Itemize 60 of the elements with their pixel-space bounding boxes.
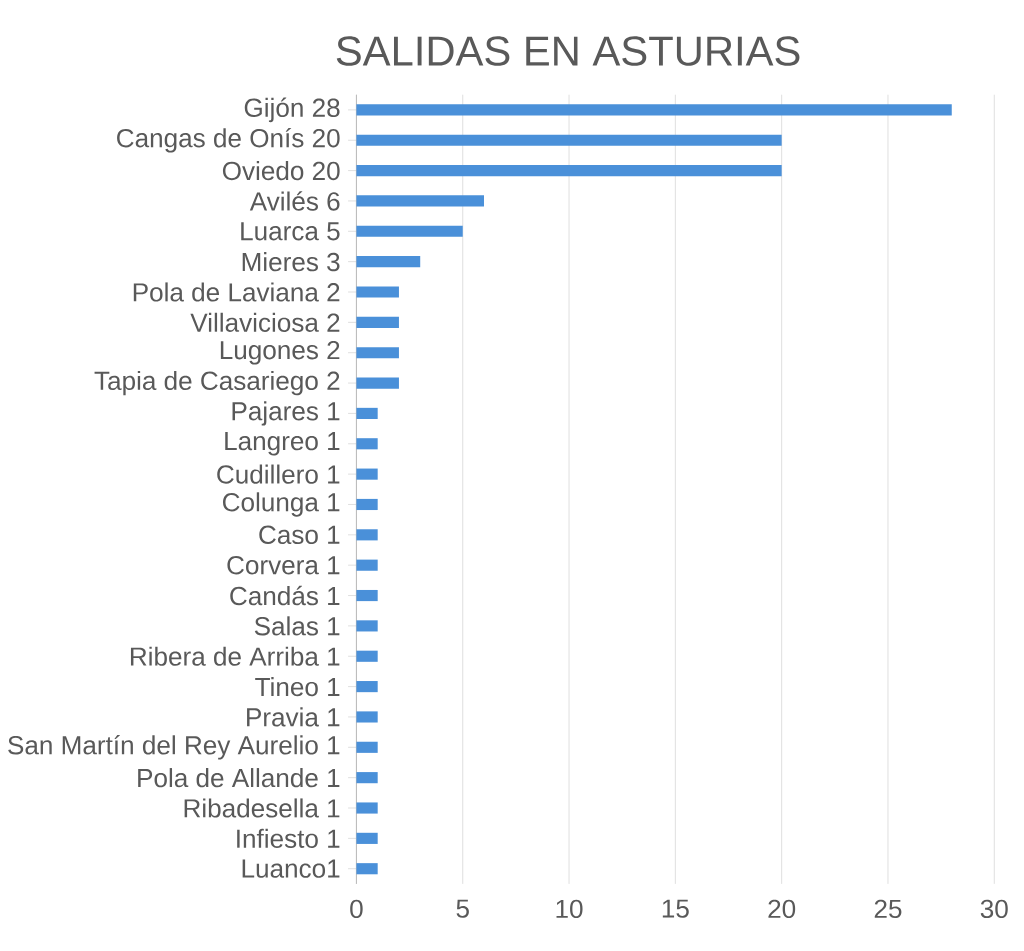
- y-tick-label: Gijón 28: [244, 97, 340, 123]
- bar: [356, 165, 782, 177]
- y-tick-label: Luanco1: [242, 859, 340, 878]
- bar: [356, 529, 378, 541]
- x-tick-label: 25: [874, 899, 902, 919]
- y-tick-label: San Martín del Rey Aurelio 1: [8, 735, 340, 760]
- y-tick-label: Caso 1: [259, 525, 340, 545]
- bar: [356, 741, 378, 753]
- y-tick-label: Langreo 1: [225, 432, 340, 456]
- bar: [356, 377, 399, 389]
- y-tick-label: Salas 1: [254, 616, 340, 636]
- y-tick-label: Tapia de Casariego 2: [94, 371, 340, 396]
- bar: [356, 256, 421, 268]
- x-tick-label: 10: [556, 899, 583, 919]
- y-tick-label: Pravia 1: [247, 707, 340, 727]
- bar: [356, 772, 378, 784]
- bar: [356, 832, 378, 845]
- bar: [356, 499, 378, 511]
- y-tick-label: Tineo 1: [255, 677, 340, 697]
- bar: [356, 347, 399, 359]
- bar: [356, 559, 378, 571]
- bar: [356, 286, 399, 298]
- chart-title: SALIDAS EN ASTURIAS: [336, 36, 800, 66]
- bar: [356, 134, 782, 146]
- y-tick-label: Luarca 5: [241, 222, 340, 241]
- y-tick-label: Pola de Allande 1: [138, 768, 340, 788]
- bar: [356, 195, 484, 207]
- y-tick-label: Villaviciosa 2: [190, 312, 340, 333]
- y-tick-label: Pola de Laviana 2: [133, 282, 340, 302]
- x-tick-label: 15: [662, 899, 689, 918]
- bar: [356, 620, 378, 632]
- x-tick-label: 30: [980, 899, 1008, 919]
- y-tick-label: Cangas de Onís 20: [117, 128, 340, 153]
- bar: [356, 104, 952, 116]
- bar: [356, 316, 399, 329]
- bar: [356, 590, 378, 602]
- y-tick-label: Pajares 1: [232, 401, 340, 426]
- y-tick-label: Oviedo 20: [222, 161, 340, 181]
- y-tick-label: Infiesto 1: [237, 828, 340, 849]
- bar: [356, 802, 378, 814]
- x-tick-label: 5: [456, 899, 469, 918]
- x-tick-label: 0: [350, 899, 363, 919]
- y-tick-label: Candás 1: [230, 585, 340, 606]
- y-tick-label: Lugones 2: [220, 341, 340, 365]
- bar: [356, 650, 378, 662]
- y-tick-label: Cudillero 1: [217, 464, 340, 484]
- bar: [356, 468, 378, 480]
- bar: [356, 438, 378, 450]
- y-tick-label: Mieres 3: [242, 252, 340, 272]
- bar: [356, 711, 378, 723]
- bar: [356, 681, 378, 693]
- y-tick-label: Corvera 1: [227, 556, 340, 575]
- y-tick-label: Colunga 1: [222, 492, 340, 517]
- bar: [356, 407, 378, 420]
- y-tick-label: Ribera de Arriba 1: [130, 646, 340, 666]
- y-tick-label: Avilés 6: [249, 191, 340, 211]
- bar: [356, 863, 378, 875]
- y-tick-label: Ribadesella 1: [184, 798, 340, 818]
- bar: [356, 225, 463, 237]
- x-tick-label: 20: [768, 899, 796, 919]
